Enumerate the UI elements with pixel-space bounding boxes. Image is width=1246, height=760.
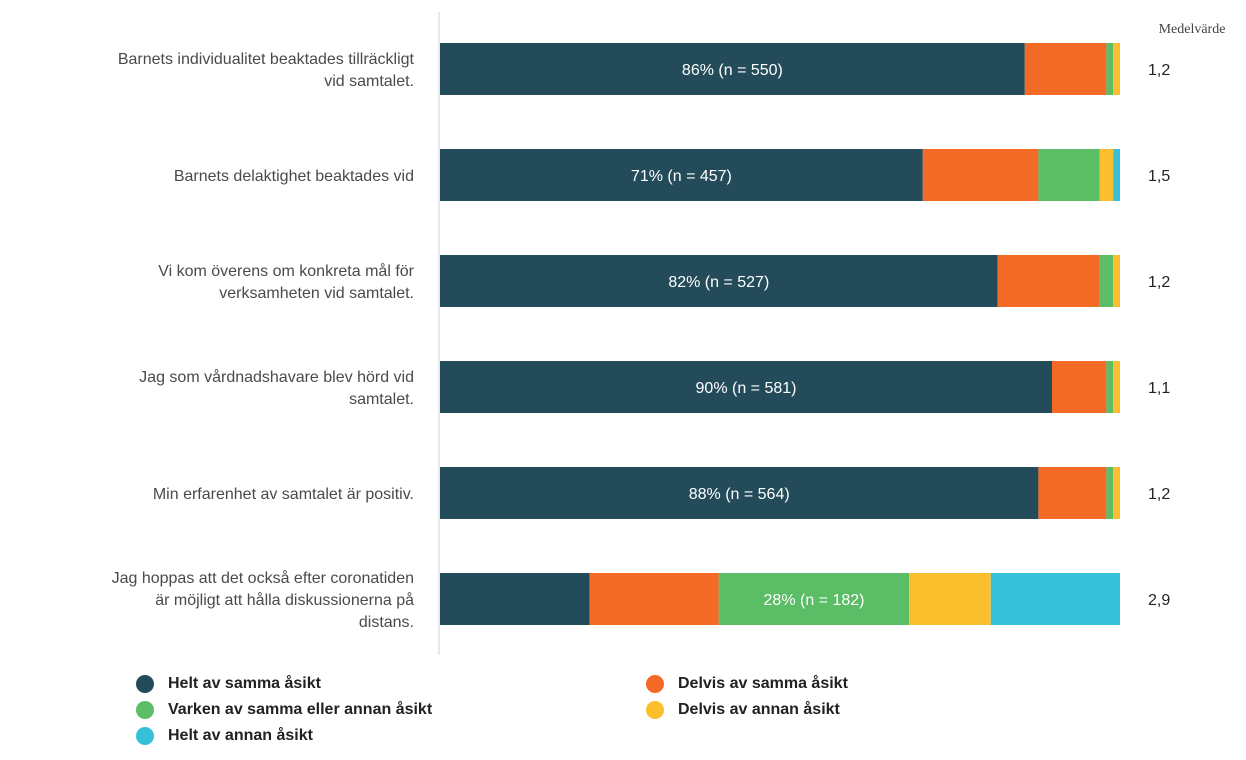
bar-segment [1099,255,1114,307]
bar-segment [1052,361,1107,413]
bar-segment [909,573,991,625]
bar-data-label: 28% (n = 182) [764,592,865,609]
bar-segment [440,149,923,201]
legend-swatch [646,701,664,719]
category-label: Min erfarenhet av samtalet är positiv. [153,486,414,503]
bar-segment [1106,43,1114,95]
legend-item: Delvis av annan åsikt [646,701,840,719]
category-label: distans. [359,614,414,631]
category-label: Jag hoppas att det också efter coronatid… [112,569,414,587]
category-label: samtalet. [349,391,414,408]
mean-value: 1,2 [1148,274,1170,291]
bar-segment [440,467,1039,519]
bar-segment [1113,361,1120,413]
legend-swatch [136,675,154,693]
bar-segment [1113,467,1120,519]
bar-segment [440,255,998,307]
legend-label: Helt av samma åsikt [168,675,321,692]
bar-segment [589,573,719,625]
bar-segment [440,573,590,625]
bar-segment [1106,467,1114,519]
stacked-bar-chart: Medelvärde Barnets individualitet beakta… [112,12,1226,655]
legend-swatch [646,675,664,693]
category-label: Barnets delaktighet beaktades vid [174,168,414,185]
mean-value: 1,2 [1148,62,1170,79]
legend-label: Helt av annan åsikt [168,727,313,744]
bar-data-label: 82% (n = 527) [668,274,769,291]
legend-item: Helt av annan åsikt [136,727,313,745]
mean-value: 1,5 [1148,168,1170,185]
category-label: verksamheten vid samtalet. [219,285,414,302]
legend-label: Varken av samma eller annan åsikt [168,701,433,718]
bar-data-label: 86% (n = 550) [682,62,783,79]
legend: Helt av samma åsikt Delvis av samma åsikt… [0,675,1246,760]
category-label: Jag som vårdnadshavare blev hörd vid [139,368,414,386]
legend-item: Helt av samma åsikt [136,675,321,693]
bar-segment [440,43,1025,95]
mean-title: Medelvärde [1159,22,1226,37]
bar-data-label: 88% (n = 564) [689,486,790,503]
bar-segment [1113,149,1120,201]
bar-segment [922,149,1039,201]
bar-segment [990,573,1120,625]
bar-segment [997,255,1100,307]
legend-swatch [136,701,154,719]
category-label: vid samtalet. [324,73,414,90]
bar-segment [1024,43,1107,95]
bar-rows: Barnets individualitet beaktades tillräc… [112,43,1170,631]
bar-segment [1113,255,1120,307]
category-label: Barnets individualitet beaktades tillräc… [118,51,415,68]
legend-label: Delvis av annan åsikt [678,701,840,718]
bar-data-label: 90% (n = 581) [696,380,797,397]
bar-segment [1113,43,1120,95]
legend-swatch [136,727,154,745]
mean-value: 1,1 [1148,380,1170,397]
category-label: är möjligt att hålla diskussionerna på [155,591,414,609]
bar-segment [718,573,910,625]
bar-data-label: 71% (n = 457) [631,168,732,185]
bar-segment [1038,467,1107,519]
category-label: Vi kom överens om konkreta mål för [158,262,414,280]
mean-value: 2,9 [1148,592,1170,609]
bar-segment [440,361,1052,413]
legend-item: Varken av samma eller annan åsikt [136,701,432,719]
bar-segment [1106,361,1114,413]
legend-item: Delvis av samma åsikt [646,675,848,693]
legend-label: Delvis av samma åsikt [678,675,848,692]
bar-segment [1038,149,1100,201]
bar-segment [1099,149,1114,201]
mean-value: 1,2 [1148,486,1170,503]
